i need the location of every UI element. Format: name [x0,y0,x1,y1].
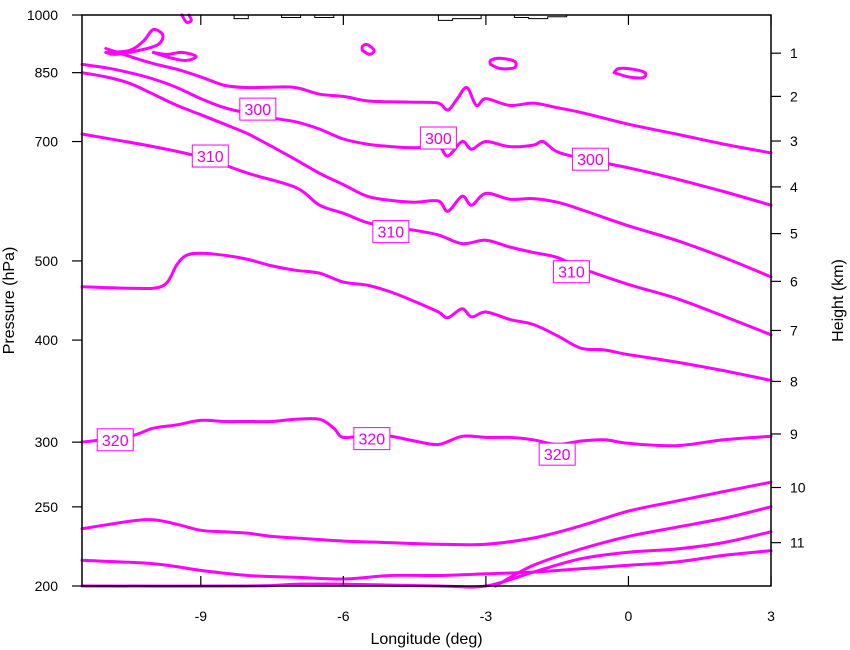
contour-label-box [419,126,457,150]
x-tick-label: 3 [767,608,775,624]
contour-label-9: 300 [239,97,277,121]
y-axis-right-title: Height (km) [830,259,847,342]
y-axis-left-title: Pressure (hPa) [1,247,18,355]
y-right-tick-label: 6 [790,273,798,289]
contour-line-12 [104,27,165,56]
contour-line-13 [180,13,193,24]
contour-label-box [372,220,410,244]
contour-line-15 [488,56,518,71]
contour-line-3 [493,505,773,588]
y-right-tick-label: 11 [790,535,805,551]
y-left-tick-label: 200 [35,578,59,594]
contour-layer [80,13,773,589]
contour-label-box [552,260,590,284]
contour-label-text: 310 [558,265,585,282]
plot-frame [81,14,772,587]
contour-line-16 [612,66,648,80]
y-left-tick-label: 1000 [27,7,58,23]
contour-label-5: 310 [372,220,410,244]
y-right-tick-label: 7 [790,322,798,338]
y-right-tick-label: 2 [790,88,798,104]
contour-label-box [353,427,391,451]
contour-label-3: 320 [538,442,576,466]
y-left-tick-label: 400 [35,332,59,348]
contour-label-8: 300 [419,126,457,150]
x-tick-label: -3 [480,608,493,624]
contour-label-text: 300 [244,102,271,119]
contour-label-box [191,144,229,168]
y-left-tick-label: 300 [35,434,59,450]
y-left-tick-label: 250 [35,499,59,515]
contour-line-8 [80,71,773,279]
contour-label-layer: 320 320 320 310 310 310 300 300 300 [96,97,609,466]
y-left-tick-label: 700 [35,134,59,150]
contour-label-box [239,97,277,121]
y-right-tick-label: 3 [790,133,798,149]
y-left-tick-label: 500 [35,253,59,269]
contour-label-text: 310 [197,149,224,166]
x-axis-title: Longitude (deg) [370,631,482,648]
contour-label-text: 300 [577,152,604,169]
contour-label-text: 320 [102,433,129,450]
contour-label-1: 320 [96,428,134,452]
y-right-tick-label: 8 [790,373,798,389]
contour-label-text: 320 [544,447,571,464]
contour-label-box [538,442,576,466]
contour-line-10 [104,47,773,155]
contour-label-4: 310 [552,260,590,284]
y-right-tick-label: 5 [790,226,798,242]
tick-layer: -9 -6 -3 0 3 1000 850 700 500 400 300 250 200 1 2 3 4 5 6 7… [27,7,806,624]
y-right-tick-label: 1 [790,45,798,61]
contour-label-7: 300 [571,147,609,171]
contour-label-6: 310 [191,144,229,168]
contour-line-7 [80,132,773,337]
contour-label-box [571,147,609,171]
contour-line-11 [151,50,198,62]
y-right-tick-label: 10 [790,480,806,496]
contour-line-4 [80,480,773,547]
contour-line-5 [80,417,773,448]
x-tick-label: 0 [625,608,633,624]
contour-line-1 [80,549,773,581]
x-tick-label: -9 [195,608,208,624]
y-right-tick-label: 9 [790,426,798,442]
x-tick-label: -6 [337,608,350,624]
contour-line-6 [80,251,773,382]
contour-label-text: 320 [359,432,386,449]
y-left-tick-label: 850 [35,65,59,81]
contour-label-2: 320 [353,427,391,451]
y-right-tick-label: 4 [790,179,798,195]
contour-line-14 [360,42,376,56]
contour-label-text: 310 [378,225,405,242]
contour-line-9 [80,62,773,207]
contour-line-2 [80,530,773,589]
contour-label-box [96,428,134,452]
contour-label-text: 300 [425,131,452,148]
